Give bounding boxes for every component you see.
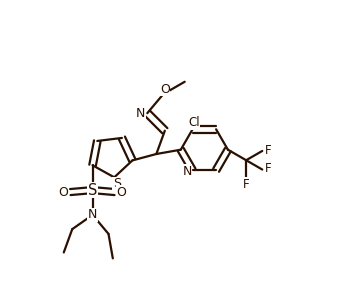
Text: N: N — [136, 107, 145, 120]
Text: O: O — [160, 83, 170, 96]
Text: N: N — [183, 164, 192, 177]
Text: F: F — [243, 178, 250, 191]
Text: S: S — [113, 177, 121, 190]
Text: S: S — [88, 183, 97, 198]
Text: Cl: Cl — [188, 116, 200, 129]
Text: F: F — [265, 162, 271, 175]
Text: F: F — [265, 144, 271, 157]
Text: N: N — [88, 209, 97, 221]
Text: O: O — [59, 185, 69, 199]
Text: O: O — [117, 185, 126, 199]
